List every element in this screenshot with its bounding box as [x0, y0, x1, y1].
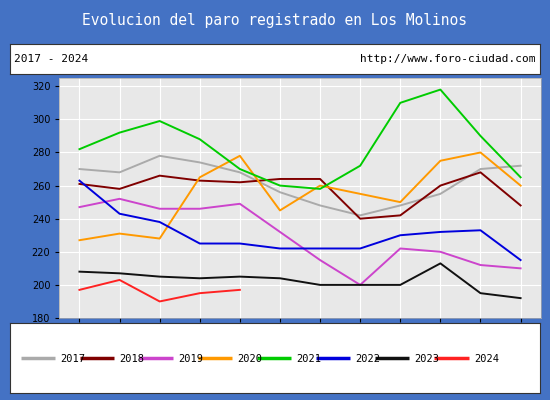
Text: 2024: 2024 — [474, 354, 499, 364]
Text: Evolucion del paro registrado en Los Molinos: Evolucion del paro registrado en Los Mol… — [82, 13, 468, 28]
Text: 2017: 2017 — [60, 354, 85, 364]
Text: 2022: 2022 — [356, 354, 381, 364]
Text: 2021: 2021 — [296, 354, 322, 364]
Text: 2023: 2023 — [415, 354, 440, 364]
Text: http://www.foro-ciudad.com: http://www.foro-ciudad.com — [360, 54, 536, 64]
Text: 2018: 2018 — [119, 354, 144, 364]
Text: 2019: 2019 — [178, 354, 204, 364]
Text: 2020: 2020 — [238, 354, 262, 364]
Text: 2017 - 2024: 2017 - 2024 — [14, 54, 89, 64]
